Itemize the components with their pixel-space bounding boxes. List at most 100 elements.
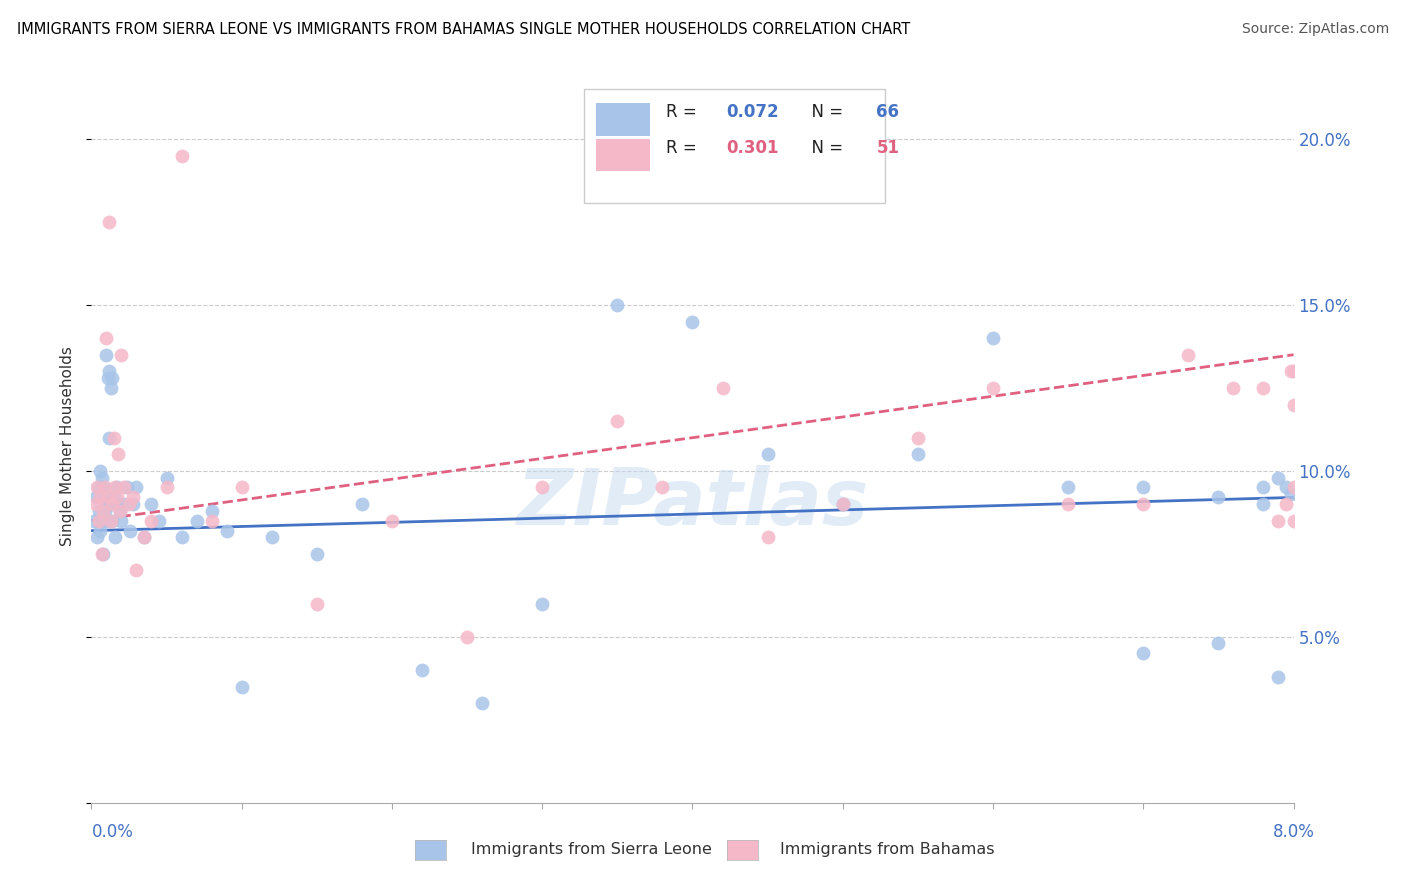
Point <box>107 447 129 461</box>
Point <box>105 491 128 505</box>
Point <box>148 514 170 528</box>
Point <box>96 331 118 345</box>
Point <box>89 524 111 538</box>
Point <box>86 530 108 544</box>
Point <box>103 491 125 505</box>
Point <box>114 497 136 511</box>
Point <box>1132 497 1154 511</box>
Point <box>155 481 177 495</box>
Point <box>456 630 478 644</box>
Point <box>104 530 127 544</box>
Point <box>141 514 163 528</box>
Point <box>1282 364 1305 378</box>
Point <box>201 504 224 518</box>
Text: 0.0%: 0.0% <box>91 822 134 840</box>
Point <box>101 371 124 385</box>
Point <box>1253 381 1275 395</box>
Point <box>103 431 125 445</box>
Point <box>107 497 129 511</box>
Text: 0.072: 0.072 <box>725 103 779 121</box>
Y-axis label: Single Mother Households: Single Mother Households <box>60 346 76 546</box>
Point <box>141 497 163 511</box>
Point <box>305 597 328 611</box>
Point <box>1177 348 1199 362</box>
Point <box>87 504 110 518</box>
Point <box>96 497 118 511</box>
Text: Immigrants from Bahamas: Immigrants from Bahamas <box>780 842 995 856</box>
Point <box>1282 481 1305 495</box>
Point <box>1208 636 1230 650</box>
Point <box>90 547 112 561</box>
Point <box>907 431 929 445</box>
Point <box>100 381 122 395</box>
Point <box>201 514 224 528</box>
Point <box>100 497 122 511</box>
Point <box>981 381 1004 395</box>
Bar <box>596 103 651 136</box>
Point <box>1279 487 1302 501</box>
Point <box>118 497 141 511</box>
Point <box>681 314 703 328</box>
Point <box>93 481 115 495</box>
Point <box>110 514 132 528</box>
Point <box>1057 481 1080 495</box>
Point <box>132 530 155 544</box>
Point <box>215 524 238 538</box>
Point <box>1057 497 1080 511</box>
Point <box>411 663 433 677</box>
FancyBboxPatch shape <box>585 89 884 203</box>
Point <box>87 481 110 495</box>
Point <box>1208 491 1230 505</box>
Point <box>98 215 121 229</box>
Point <box>93 504 115 518</box>
Point <box>125 481 148 495</box>
Point <box>531 597 554 611</box>
Point <box>231 481 253 495</box>
Point <box>110 348 132 362</box>
Point <box>120 524 142 538</box>
Point <box>122 497 145 511</box>
Text: R =: R = <box>666 103 702 121</box>
Point <box>93 547 115 561</box>
Point <box>105 481 128 495</box>
Point <box>1275 481 1298 495</box>
Point <box>94 481 117 495</box>
Point <box>1282 514 1305 528</box>
Point <box>98 431 121 445</box>
Point <box>94 504 117 518</box>
Point <box>381 514 404 528</box>
Text: 0.301: 0.301 <box>725 139 779 157</box>
Text: 8.0%: 8.0% <box>1272 822 1315 840</box>
Point <box>305 547 328 561</box>
Point <box>117 481 139 495</box>
Point <box>125 564 148 578</box>
Point <box>101 514 124 528</box>
Point <box>606 298 628 312</box>
Point <box>96 348 118 362</box>
Point <box>1253 481 1275 495</box>
Bar <box>596 139 651 171</box>
Point <box>831 497 853 511</box>
Point <box>1267 514 1289 528</box>
Text: Source: ZipAtlas.com: Source: ZipAtlas.com <box>1241 22 1389 37</box>
Point <box>97 371 120 385</box>
Point <box>84 497 107 511</box>
Point <box>170 530 193 544</box>
Point <box>711 381 734 395</box>
Point <box>831 497 853 511</box>
Text: 51: 51 <box>876 139 900 157</box>
Point <box>606 414 628 428</box>
Point <box>86 481 108 495</box>
Text: N =: N = <box>800 139 848 157</box>
Point <box>90 514 112 528</box>
Point <box>155 470 177 484</box>
Point <box>89 464 111 478</box>
Text: IMMIGRANTS FROM SIERRA LEONE VS IMMIGRANTS FROM BAHAMAS SINGLE MOTHER HOUSEHOLDS: IMMIGRANTS FROM SIERRA LEONE VS IMMIGRAN… <box>17 22 910 37</box>
Point <box>114 481 136 495</box>
Text: ZIPatlas: ZIPatlas <box>516 465 869 541</box>
Point <box>651 481 673 495</box>
Point <box>531 481 554 495</box>
Point <box>1222 381 1244 395</box>
Point <box>1253 497 1275 511</box>
Point <box>471 696 494 710</box>
